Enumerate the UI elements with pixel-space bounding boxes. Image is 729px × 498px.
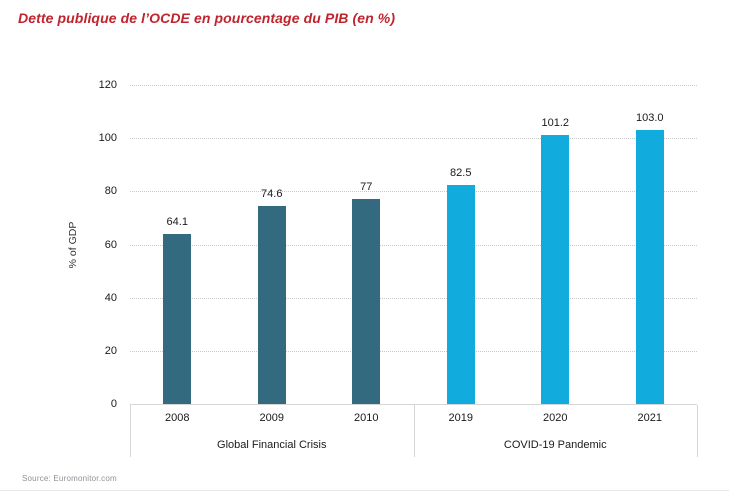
group-bracket-line (697, 405, 698, 457)
y-tick-label: 80 (104, 185, 117, 198)
bar-value-label: 82.5 (450, 166, 472, 179)
bar-value-label: 64.1 (166, 215, 188, 228)
gridline (130, 244, 697, 246)
bar (163, 233, 192, 404)
x-tick-label: 2019 (448, 412, 473, 424)
y-tick-label: 40 (104, 291, 117, 304)
bar (541, 134, 570, 404)
gridline (130, 138, 697, 140)
x-tick-label: 2008 (165, 412, 190, 424)
chart-title: Dette publique de l’OCDE en pourcentage … (18, 10, 396, 26)
bar (257, 205, 286, 404)
group-bracket-line (413, 405, 415, 457)
group-label: COVID-19 Pandemic (503, 439, 607, 451)
y-tick-label: 60 (104, 238, 117, 251)
y-tick-label: 0 (110, 398, 117, 410)
source-note: Source: Euromonitor.com (22, 474, 117, 483)
gridline (130, 85, 697, 86)
x-tick-label: 2009 (259, 412, 284, 424)
x-tick-label: 2021 (637, 412, 662, 424)
y-tick-label: 120 (98, 79, 117, 91)
bar (352, 199, 381, 404)
group-label: Global Financial Crisis (217, 439, 327, 451)
group-bracket-line (130, 405, 131, 457)
x-axis-line (130, 404, 697, 405)
bar-value-label: 101.2 (541, 116, 570, 129)
bar-value-label: 77 (360, 181, 373, 194)
x-tick-label: 2020 (543, 412, 568, 424)
bar-value-label: 103.0 (635, 112, 664, 125)
bar (446, 184, 475, 404)
y-axis-title: % of GDP (67, 221, 79, 269)
gridline (130, 191, 697, 193)
bar (635, 130, 664, 404)
bar-value-label: 74.6 (261, 187, 283, 200)
y-tick-label: 20 (104, 344, 117, 357)
gridline (130, 297, 697, 299)
y-tick-label: 100 (98, 132, 117, 145)
bottom-divider (0, 490, 729, 491)
x-tick-label: 2010 (354, 412, 379, 424)
gridline (130, 350, 697, 352)
